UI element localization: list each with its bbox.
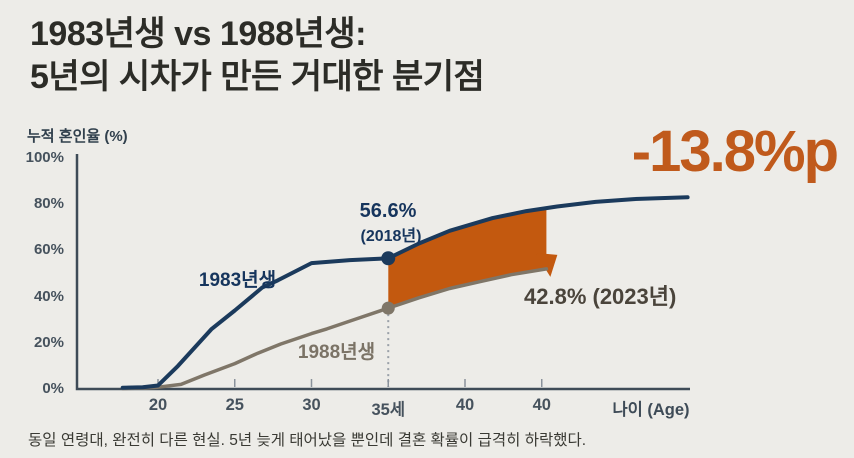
title-line-1: 1983년생 vs 1988년생: — [30, 15, 366, 53]
x-tick-label: 30 — [302, 396, 321, 414]
y-axis-title: 누적 혼인율 (%) — [27, 128, 128, 145]
x-axis-tick-marks — [157, 379, 543, 387]
y-tick-label: 0% — [42, 380, 64, 397]
y-tick-label: 100% — [25, 149, 64, 166]
title-line-2: 5년의 시차가 만든 거대한 분기점 — [30, 58, 485, 96]
x-tick-label: 40 — [532, 396, 551, 414]
x-axis-title: 나이 (Age) — [612, 401, 690, 419]
line-1988 — [120, 267, 549, 391]
peak-year-label: (2018년) — [360, 228, 422, 245]
axes — [75, 154, 690, 391]
series-label-1988: 1988년생 — [297, 342, 376, 363]
footer-caption: 동일 연령대, 완전히 다른 현실. 5년 늦게 태어났을 뿐인데 결혼 확률이… — [28, 432, 587, 449]
x-tick-label: 35세 — [371, 401, 406, 419]
y-tick-label: 40% — [33, 287, 64, 305]
x-tick-label: 25 — [225, 396, 244, 414]
marker-dot-1988 — [381, 301, 395, 315]
peak-value-label: 56.6% — [359, 200, 417, 222]
x-tick-label: 20 — [148, 396, 168, 414]
page-title: 1983년생 vs 1988년생: 5년의 시차가 만든 거대한 분기점 — [30, 13, 670, 99]
gap-band-area — [388, 208, 547, 309]
y-tick-label: 80% — [33, 195, 64, 213]
y-tick-label: 60% — [33, 241, 64, 259]
gap-callout: -13.8%p — [631, 119, 839, 184]
marker-dot-1983 — [381, 251, 396, 266]
line-1983 — [120, 195, 690, 390]
end-value-label: 42.8% (2023년) — [524, 284, 677, 309]
series-label-1983: 1983년생 — [198, 270, 277, 291]
y-tick-label: 20% — [33, 333, 64, 351]
gap-arrow-icon — [535, 252, 558, 277]
x-tick-label: 40 — [455, 396, 475, 414]
